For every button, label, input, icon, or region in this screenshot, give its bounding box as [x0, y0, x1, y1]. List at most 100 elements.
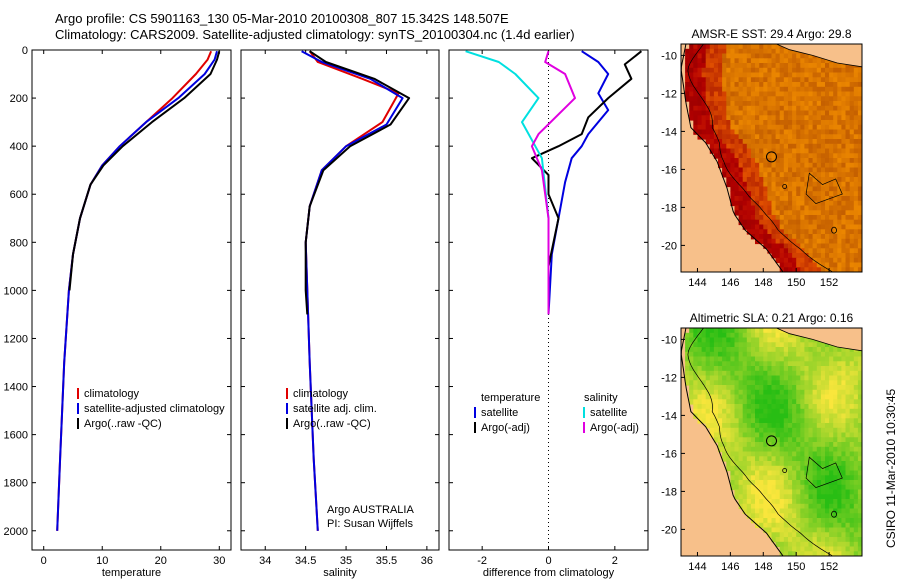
map-cell [825, 191, 830, 197]
map-cell [767, 332, 773, 339]
map-cell [759, 234, 764, 240]
map-cell [796, 480, 801, 486]
map-cell [804, 205, 810, 211]
map-cell [804, 337, 810, 343]
map-cell [853, 153, 859, 159]
map-cell [775, 494, 781, 500]
map-cell [796, 267, 801, 272]
map-cell [825, 267, 830, 272]
map-cell [853, 399, 859, 405]
map-cell [825, 148, 830, 154]
map-cell [701, 337, 707, 343]
map-cell [812, 532, 818, 538]
map-cell [701, 58, 707, 64]
map-cell [755, 101, 760, 107]
map-cell [763, 513, 768, 519]
map-cell [796, 105, 801, 112]
map-cell [771, 461, 777, 467]
map-cell [722, 399, 727, 405]
map-cell [808, 408, 814, 415]
map-cell [849, 465, 855, 472]
map-cell [750, 456, 756, 462]
map-cell [701, 129, 707, 135]
map-cell [750, 375, 756, 381]
map-cell [857, 375, 862, 381]
map-cell [853, 229, 859, 235]
map-cell [820, 551, 826, 556]
map-cell [693, 53, 698, 59]
map-cell [796, 215, 801, 221]
map-cell [746, 484, 752, 491]
map-cell [742, 219, 748, 226]
map-cell [837, 162, 842, 169]
map-cell [841, 129, 847, 135]
map-cell [767, 389, 773, 396]
map-cell [742, 110, 748, 116]
map-cell [849, 257, 855, 264]
map-cell [750, 48, 756, 55]
map-cell [808, 162, 814, 169]
map-cell [742, 67, 748, 74]
map-cell [759, 470, 764, 476]
map-cell [849, 470, 855, 476]
map-cell [783, 518, 789, 524]
map-cell [759, 356, 764, 362]
map-cell [837, 432, 842, 438]
map-cell [742, 489, 748, 495]
map-cell [841, 181, 847, 188]
map-cell [853, 375, 859, 381]
map-cell [783, 370, 789, 377]
map-cell [755, 196, 760, 202]
map-cell [767, 347, 773, 353]
map-cell [804, 172, 810, 178]
map-cell [763, 205, 768, 211]
map-cell [808, 267, 814, 272]
map-cell [816, 72, 822, 78]
map-cell [800, 489, 805, 495]
map-cell [779, 446, 785, 453]
map-cell [845, 347, 851, 353]
map-cell [796, 404, 801, 410]
map-cell [734, 347, 740, 353]
map-cell [734, 332, 740, 339]
map-cell [713, 337, 719, 343]
map-cell [746, 115, 752, 121]
map-cell [808, 224, 814, 230]
map-cell [796, 139, 801, 145]
map-cell [796, 181, 801, 188]
map-cell [804, 248, 810, 254]
map-cell [833, 86, 838, 93]
map-cell [792, 158, 797, 164]
map-cell [775, 139, 781, 145]
legend-label: satellite-adjusted climatology [84, 403, 225, 415]
map-cell [759, 337, 764, 343]
map-cell [849, 215, 855, 221]
map-cell [783, 513, 789, 519]
map-cell [845, 375, 851, 381]
map-cell [841, 475, 847, 481]
map-cell [738, 494, 744, 500]
map-cell [734, 105, 740, 112]
map-cell [738, 210, 744, 216]
map-cell [796, 508, 801, 514]
map-cell [738, 86, 744, 93]
map-cell [841, 248, 847, 254]
map-cell [730, 82, 736, 88]
map-cell [713, 53, 719, 59]
map-cell [783, 257, 789, 264]
map-cell [685, 361, 690, 367]
map-cell [689, 105, 694, 112]
map-cell [726, 370, 731, 377]
map-cell [837, 385, 842, 391]
map-cell [763, 143, 768, 150]
map-cell [775, 177, 781, 183]
map-cell [837, 446, 842, 453]
map-cell [841, 347, 847, 353]
map-cell [845, 96, 851, 102]
map-cell [775, 200, 781, 207]
map-cell [742, 494, 748, 500]
map-cell [763, 196, 768, 202]
map-cell [849, 200, 855, 207]
map-cell [829, 248, 834, 254]
map-cell [771, 489, 777, 495]
